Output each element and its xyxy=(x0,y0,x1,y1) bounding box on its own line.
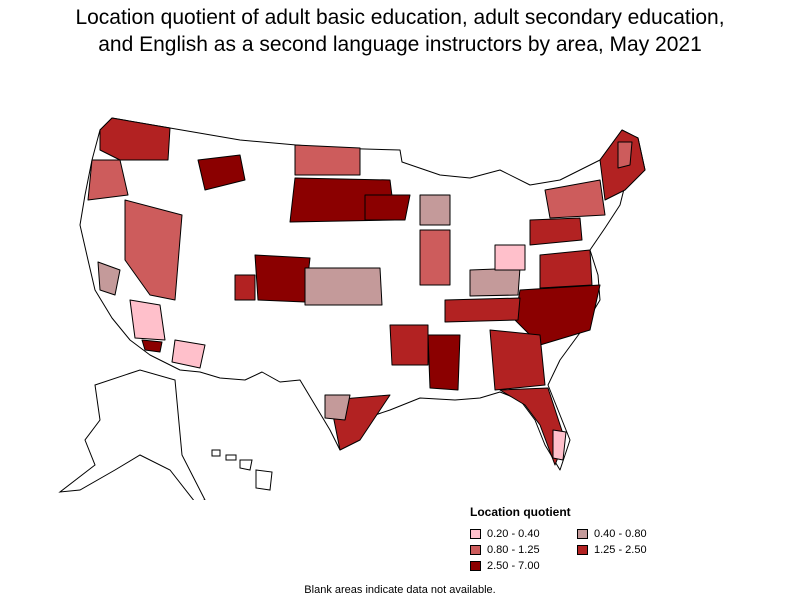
hawaii-island-1 xyxy=(211,449,221,457)
legend-label-0: 0.20 - 0.40 xyxy=(487,527,540,540)
alaska-outline xyxy=(58,369,206,500)
legend-title: Location quotient xyxy=(470,505,571,519)
area-virginia xyxy=(539,249,593,289)
map-title-line-2: and English as a second language instruc… xyxy=(98,33,702,56)
hawaii xyxy=(211,449,273,491)
area-florida-south xyxy=(552,429,567,461)
area-mississippi xyxy=(427,334,461,391)
area-kentucky xyxy=(469,267,521,297)
legend-item-1: 0.40 - 0.80 xyxy=(577,527,687,540)
area-new-york xyxy=(544,179,606,219)
area-wisconsin xyxy=(419,194,451,226)
legend-swatch-0 xyxy=(470,528,481,539)
area-tennessee xyxy=(444,297,521,323)
area-illinois xyxy=(419,229,451,286)
area-utah xyxy=(234,274,256,301)
area-kansas xyxy=(304,267,383,306)
area-arkansas xyxy=(389,324,429,366)
area-colorado xyxy=(254,254,311,303)
area-texas-central xyxy=(324,394,351,421)
map-title: Location quotient of adult basic educati… xyxy=(0,4,800,58)
area-florida xyxy=(499,387,566,466)
area-minnesota xyxy=(364,194,411,221)
area-california-border xyxy=(141,339,163,353)
legend-swatch-3 xyxy=(577,544,588,555)
legend-label-3: 1.25 - 2.50 xyxy=(594,543,647,556)
hawaii-island-2 xyxy=(225,454,237,461)
legend-label-4: 2.50 - 7.00 xyxy=(487,559,540,572)
legend-swatch-4 xyxy=(470,560,481,571)
legend-item-2: 0.80 - 1.25 xyxy=(470,543,577,556)
us-mainland xyxy=(79,117,646,471)
us-area-map xyxy=(58,117,646,500)
legend-grid: 0.20 - 0.40 0.40 - 0.80 0.80 - 1.25 1.25… xyxy=(470,527,700,572)
area-maine-interior xyxy=(617,141,633,169)
legend-item-0: 0.20 - 0.40 xyxy=(470,527,577,540)
area-california-central xyxy=(97,261,121,296)
area-pennsylvania xyxy=(529,217,583,246)
hawaii-island-3 xyxy=(239,459,253,471)
legend-label-2: 0.80 - 1.25 xyxy=(487,543,540,556)
area-washington xyxy=(99,117,171,161)
hawaii-island-4 xyxy=(255,469,273,491)
alaska xyxy=(58,369,206,500)
area-arizona xyxy=(171,339,206,369)
legend-item-3: 1.25 - 2.50 xyxy=(577,543,687,556)
area-california-south xyxy=(129,299,166,341)
area-north-dakota-west xyxy=(294,144,361,176)
legend-item-4: 2.50 - 7.00 xyxy=(470,559,577,572)
area-georgia xyxy=(489,329,546,391)
legend-swatch-1 xyxy=(577,528,588,539)
area-montana-west xyxy=(197,154,246,191)
footnote: Blank areas indicate data not available. xyxy=(304,584,496,596)
area-nevada xyxy=(124,199,183,301)
area-ohio xyxy=(494,244,526,271)
area-oregon xyxy=(87,159,129,201)
legend-label-1: 0.40 - 0.80 xyxy=(594,527,647,540)
map-title-line-1: Location quotient of adult basic educati… xyxy=(75,6,725,29)
legend: Location quotient 0.20 - 0.40 0.40 - 0.8… xyxy=(470,505,700,572)
legend-swatch-2 xyxy=(470,544,481,555)
